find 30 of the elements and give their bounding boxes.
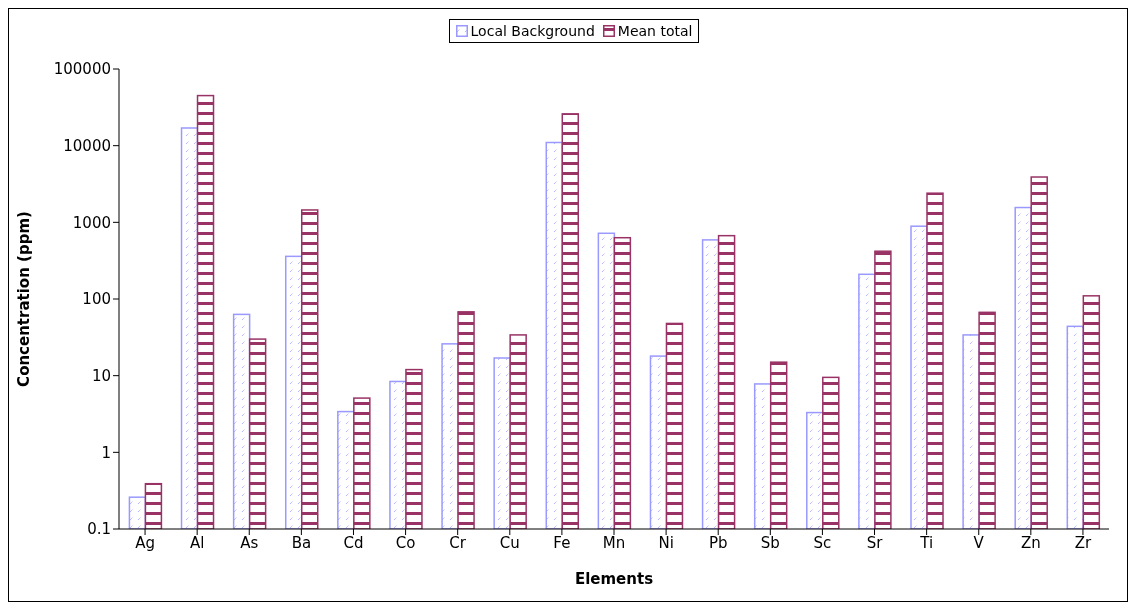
x-tick-label: Mn [602, 533, 626, 552]
x-axis-title: Elements [574, 570, 654, 588]
legend-label: Local Background [470, 23, 595, 39]
y-tick-label: 100 [82, 290, 111, 309]
y-tick-label: 1000 [72, 213, 111, 232]
x-tick-label: Sb [760, 533, 780, 552]
y-tick-label: 1 [101, 443, 111, 462]
x-tick-label: V [973, 533, 985, 552]
x-tick-label: Ba [291, 533, 312, 552]
x-tick-label: Ti [919, 533, 934, 552]
y-axis-title: Concentration (ppm) [15, 211, 34, 387]
x-tick-label: Sr [866, 533, 884, 552]
legend-label: Mean total [617, 23, 693, 39]
x-tick-label: Pb [708, 533, 728, 552]
x-tick-label: Zn [1020, 533, 1041, 552]
y-tick-label: 100000 [53, 60, 111, 79]
y-tick-label: 10 [91, 366, 111, 385]
x-tick-label: Fe [553, 533, 571, 552]
x-tick-label: Co [395, 533, 416, 552]
x-tick-label: Al [189, 533, 205, 552]
x-tick-label: Cr [449, 533, 467, 552]
x-tick-label: Zr [1074, 533, 1092, 552]
x-tick-label: Cd [343, 533, 364, 552]
y-tick-label: 10000 [63, 136, 111, 155]
x-tick-label: Ni [658, 533, 674, 552]
x-tick-label: Cu [499, 533, 520, 552]
x-tick-label: As [240, 533, 259, 552]
y-tick-label: 0.1 [87, 520, 111, 539]
x-tick-label: Sc [813, 533, 832, 552]
x-tick-label: Ag [135, 533, 155, 552]
